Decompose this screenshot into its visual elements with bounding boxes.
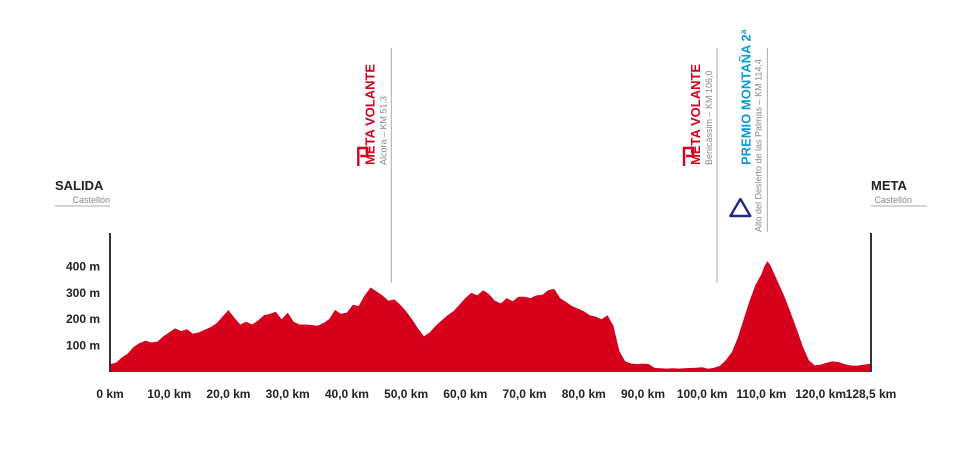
start-title: SALIDA bbox=[55, 178, 104, 193]
x-tick-label: 70,0 km bbox=[503, 387, 547, 401]
x-tick-label: 60,0 km bbox=[443, 387, 487, 401]
x-tick-label: 0 km bbox=[96, 387, 123, 401]
elevation-area bbox=[110, 261, 871, 372]
marker-title: PREMIO MONTAÑA 2ª bbox=[738, 29, 753, 165]
x-tick-label: 10,0 km bbox=[147, 387, 191, 401]
x-tick-label: 20,0 km bbox=[206, 387, 250, 401]
x-axis-ticks: 0 km 10,0 km 20,0 km 30,0 km 40,0 km 50,0 km 6… bbox=[96, 387, 896, 401]
x-tick-label: 120,0 km bbox=[795, 387, 846, 401]
marker-subtitle: Alcora – KM 51,3 bbox=[378, 96, 388, 165]
sprint-flag-icon bbox=[357, 146, 369, 166]
x-tick-label: 110,0 km bbox=[736, 387, 786, 401]
marker-title: META VOLANTE bbox=[362, 64, 377, 165]
marker-title: META VOLANTE bbox=[688, 64, 703, 165]
marker-subtitle: Benicàssim – KM 106,0 bbox=[704, 70, 714, 165]
finish-label: META Castellón bbox=[871, 178, 927, 207]
x-tick-label: 100,0 km bbox=[677, 387, 728, 401]
x-tick-label: 80,0 km bbox=[562, 387, 606, 401]
x-tick-label: 128,5 km bbox=[846, 387, 897, 401]
route-marker: META VOLANTE Alcora – KM 51,3 bbox=[357, 48, 392, 283]
route-marker: META VOLANTE Benicàssim – KM 106,0 bbox=[682, 48, 718, 283]
x-tick-label: 30,0 km bbox=[266, 387, 310, 401]
finish-place: Castellón bbox=[874, 195, 912, 205]
start-label: SALIDA Castellón bbox=[55, 178, 110, 207]
y-tick-label: 400 m bbox=[66, 259, 100, 273]
x-tick-label: 50,0 km bbox=[384, 387, 428, 401]
route-marker: PREMIO MONTAÑA 2ª Alto del Desierto de la… bbox=[729, 29, 768, 232]
profile-area bbox=[110, 261, 871, 372]
mountain-triangle-icon bbox=[729, 197, 752, 218]
route-markers: META VOLANTE Alcora – KM 51,3 META VOLANTE… bbox=[357, 29, 768, 283]
y-tick-label: 100 m bbox=[66, 339, 100, 353]
y-tick-label: 300 m bbox=[66, 286, 100, 300]
start-place: Castellón bbox=[72, 195, 110, 205]
x-tick-label: 40,0 km bbox=[325, 387, 369, 401]
y-tick-label: 200 m bbox=[66, 312, 100, 326]
y-axis-ticks: 100 m 200 m 300 m 400 m bbox=[66, 259, 100, 352]
marker-subtitle: Alto del Desierto de las Palmas – KM 114… bbox=[753, 59, 763, 232]
x-tick-label: 90,0 km bbox=[621, 387, 665, 401]
sprint-flag-icon bbox=[682, 146, 695, 166]
finish-title: META bbox=[871, 178, 907, 193]
